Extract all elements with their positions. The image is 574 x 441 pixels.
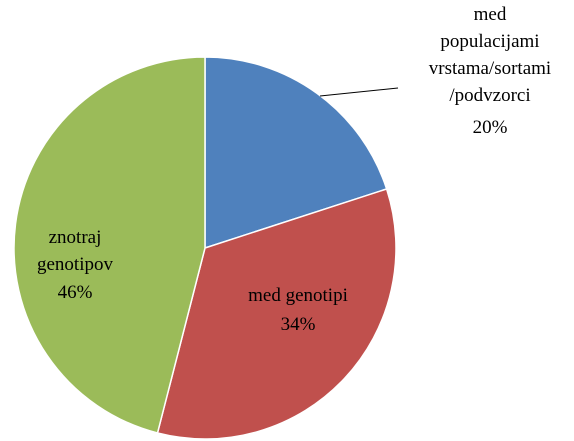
label-line: med: [474, 4, 507, 25]
percent-label: 34%: [281, 314, 316, 335]
slice-label: znotraj genotipov: [37, 227, 113, 275]
pie-slice: [13, 56, 206, 434]
leader-line: [319, 87, 399, 97]
label-line: /podvzorci: [449, 85, 530, 106]
label-line: vrstama/sortami: [429, 58, 551, 79]
slice-label: med populacijami vrstama/sortami/podvzorci: [429, 4, 551, 106]
label-line: genotipov: [37, 254, 113, 275]
percent-label: 20%: [473, 117, 508, 138]
pie-slice: [156, 188, 397, 440]
label-line: med genotipi: [248, 285, 348, 306]
label-line: populacijami: [440, 31, 539, 52]
percent-label: 46%: [58, 282, 93, 303]
slice-label: med genotipi: [248, 285, 348, 306]
label-line: znotraj: [49, 227, 102, 248]
pie-slice: [204, 56, 388, 250]
